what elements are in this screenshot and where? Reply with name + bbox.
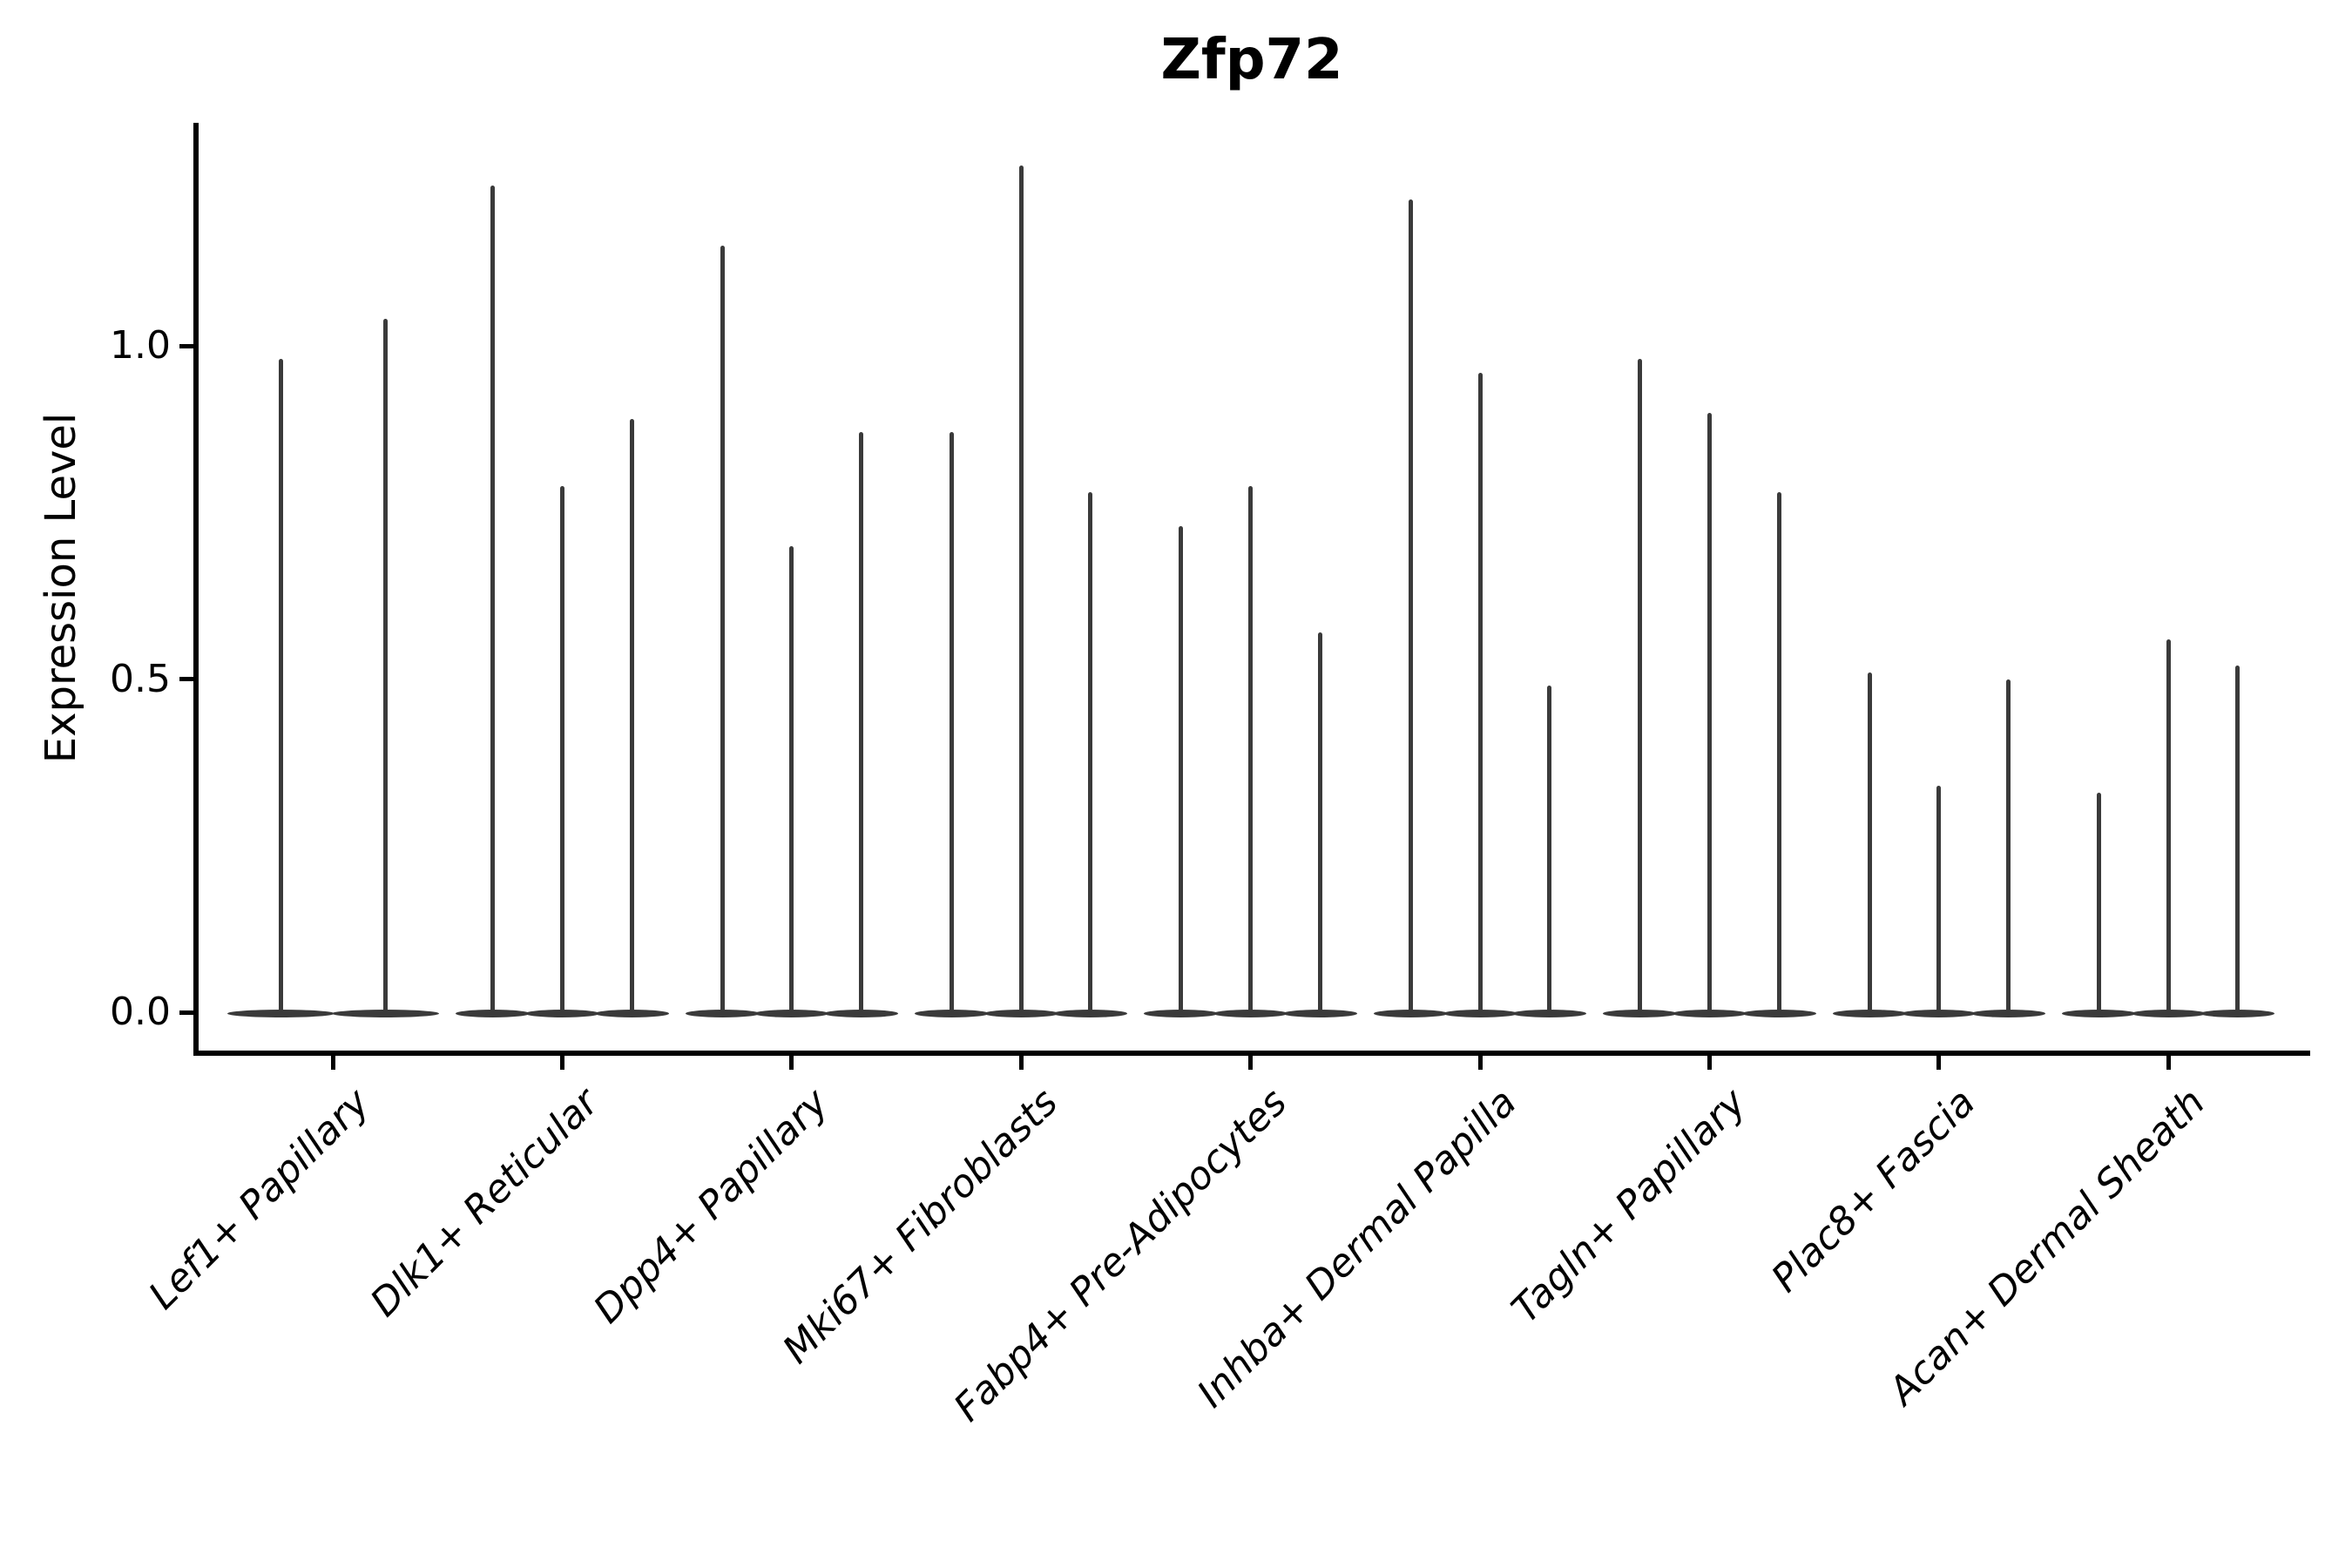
violin-spike bbox=[1707, 412, 1712, 1015]
violin-spike bbox=[1477, 372, 1483, 1015]
violin-spike bbox=[2006, 679, 2011, 1015]
violin-spike bbox=[490, 186, 496, 1015]
y-tick-label: 0.0 bbox=[110, 990, 171, 1034]
x-tick bbox=[1707, 1056, 1712, 1070]
violin-spike bbox=[1179, 525, 1184, 1015]
x-tick bbox=[2166, 1056, 2171, 1070]
y-axis-label: Expression Level bbox=[37, 412, 85, 764]
violin-spike bbox=[1018, 166, 1024, 1015]
x-tick-label: Dlk1+ Reticular bbox=[362, 1080, 608, 1326]
x-tick-label: Plac8+ Fascia bbox=[1763, 1080, 1984, 1301]
y-tick bbox=[179, 1010, 193, 1015]
x-tick-label: Lef1+ Papillary bbox=[140, 1080, 379, 1319]
violin-spike bbox=[382, 319, 388, 1015]
x-tick bbox=[330, 1056, 335, 1070]
violin-spike bbox=[1867, 672, 1872, 1015]
violin-spike bbox=[1317, 632, 1322, 1015]
x-tick bbox=[789, 1056, 794, 1070]
x-tick bbox=[559, 1056, 564, 1070]
y-tick bbox=[179, 677, 193, 681]
y-tick-label: 0.5 bbox=[110, 656, 171, 701]
violin-spike bbox=[859, 432, 863, 1015]
violin-spike bbox=[2097, 792, 2101, 1015]
violin-spike bbox=[720, 246, 725, 1015]
x-tick bbox=[1248, 1056, 1254, 1070]
y-tick-label: 1.0 bbox=[110, 323, 171, 368]
violin-spike bbox=[789, 545, 794, 1015]
violin-spike bbox=[2235, 666, 2240, 1015]
x-tick bbox=[1018, 1056, 1024, 1070]
violin-spike bbox=[1547, 686, 1552, 1015]
x-axis-spine bbox=[193, 1051, 2310, 1056]
violin-spike bbox=[1638, 359, 1643, 1015]
violin-spike bbox=[559, 485, 564, 1015]
y-axis-spine bbox=[193, 123, 199, 1056]
y-tick bbox=[179, 343, 193, 348]
violin-spike bbox=[2166, 639, 2171, 1015]
violin-spike bbox=[950, 432, 954, 1015]
violin-spike bbox=[278, 359, 283, 1015]
violin-spike bbox=[1776, 492, 1781, 1015]
x-tick bbox=[1477, 1056, 1483, 1070]
x-tick-label: Dpp4+ Papillary bbox=[585, 1080, 837, 1333]
violin-spike bbox=[1088, 492, 1093, 1015]
violin-spike bbox=[629, 419, 634, 1015]
x-tick bbox=[1936, 1056, 1942, 1070]
violin-spike bbox=[1248, 485, 1254, 1015]
violin-spike bbox=[1936, 785, 1942, 1015]
chart-title: Zfp72 bbox=[1160, 28, 1343, 92]
violin-spike bbox=[1408, 199, 1413, 1015]
x-tick-label: Tagln+ Papillary bbox=[1503, 1080, 1755, 1332]
